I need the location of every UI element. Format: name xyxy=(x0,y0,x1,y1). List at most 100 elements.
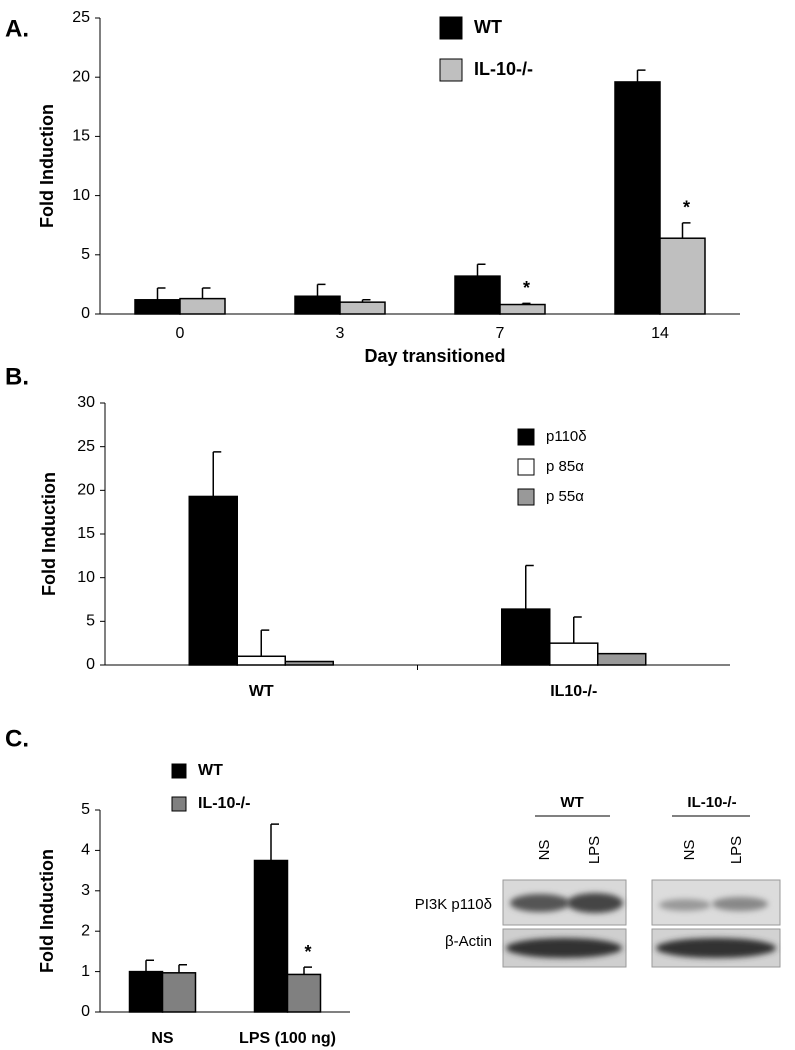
bar xyxy=(134,299,181,315)
bar xyxy=(549,642,599,666)
error-bar xyxy=(303,966,312,975)
significance-marker: * xyxy=(304,942,311,962)
band xyxy=(712,897,768,911)
y-tick-label: 4 xyxy=(81,842,90,859)
x-tick-label: 14 xyxy=(651,325,669,342)
blot-row-label: β-Actin xyxy=(445,933,492,950)
panel-label: A. xyxy=(5,15,29,42)
error-bar xyxy=(178,963,187,973)
error-bar xyxy=(476,263,486,277)
y-tick-label: 0 xyxy=(81,305,90,322)
blot-group: IL-10-/- xyxy=(687,794,736,811)
band xyxy=(510,894,570,912)
bar xyxy=(339,301,386,315)
legend-swatch xyxy=(517,428,535,446)
legend-swatch xyxy=(171,796,187,812)
y-tick-label: 20 xyxy=(72,68,90,85)
bar xyxy=(179,297,226,315)
legend-swatch xyxy=(439,16,463,40)
y-tick-label: 15 xyxy=(72,128,90,145)
y-tick-label: 30 xyxy=(77,394,95,411)
bar xyxy=(501,608,551,666)
y-tick-label: 10 xyxy=(77,569,95,586)
y-tick-label: 2 xyxy=(81,922,90,939)
panel-label: C. xyxy=(5,725,29,752)
significance-marker: * xyxy=(683,198,690,218)
x-tick-label: NS xyxy=(151,1030,174,1047)
bar xyxy=(128,970,164,1013)
bar xyxy=(188,495,238,666)
error-bar xyxy=(636,69,646,82)
error-bar xyxy=(573,616,582,644)
error-bar xyxy=(270,823,279,861)
legend-label: p 85α xyxy=(546,458,584,475)
y-tick-label: 25 xyxy=(72,9,90,26)
western-blot: WT IL-10-/- NS LPS NS LPS PI3K p110δ β-A… xyxy=(415,794,781,968)
legend-label: p 55α xyxy=(546,488,584,505)
bar xyxy=(597,652,647,666)
y-tick-label: 5 xyxy=(81,246,90,263)
legend-label: IL-10-/- xyxy=(198,795,250,812)
x-axis-title: Day transitioned xyxy=(364,346,505,366)
error-bar xyxy=(260,629,270,657)
error-bar xyxy=(316,283,326,297)
error-bar xyxy=(156,287,166,300)
legend-label: WT xyxy=(198,762,223,779)
legend-swatch xyxy=(517,488,535,506)
bar xyxy=(286,973,322,1013)
lane-label: NS xyxy=(536,840,553,861)
error-bar xyxy=(521,302,531,305)
error-bar xyxy=(212,451,222,497)
legend-label: WT xyxy=(474,17,502,37)
error-bar xyxy=(201,287,211,299)
y-tick-label: 5 xyxy=(81,801,90,818)
x-tick-label: IL10-/- xyxy=(550,683,597,700)
bar xyxy=(454,275,501,315)
bar xyxy=(236,655,286,666)
lane-label: LPS xyxy=(586,836,603,864)
bar xyxy=(253,859,289,1013)
band xyxy=(506,938,622,958)
y-tick-label: 1 xyxy=(81,963,90,980)
y-axis-title: Fold Induction xyxy=(37,849,57,973)
bar xyxy=(659,237,706,315)
legend-swatch xyxy=(439,58,463,82)
bar xyxy=(284,660,334,666)
y-tick-label: 10 xyxy=(72,187,90,204)
legend-label: IL-10-/- xyxy=(474,59,533,79)
error-bar xyxy=(361,299,371,303)
y-tick-label: 20 xyxy=(77,482,95,499)
legend-label: p110δ xyxy=(546,428,587,445)
y-tick-label: 15 xyxy=(77,525,95,542)
legend-swatch xyxy=(171,763,187,779)
y-tick-label: 3 xyxy=(81,882,90,899)
panel-label: B. xyxy=(5,363,29,390)
significance-marker: * xyxy=(523,278,530,298)
x-tick-label: 0 xyxy=(176,325,185,342)
lane-label: NS xyxy=(681,840,698,861)
error-bar xyxy=(525,564,534,610)
bar xyxy=(161,972,197,1013)
x-tick-label: WT xyxy=(249,683,274,700)
legend-swatch xyxy=(517,458,535,476)
band xyxy=(659,899,711,911)
y-axis-title: Fold Induction xyxy=(39,472,59,596)
bar xyxy=(614,81,661,315)
band xyxy=(656,938,776,958)
y-tick-label: 0 xyxy=(86,656,95,673)
x-tick-label: LPS (100 ng) xyxy=(239,1030,336,1047)
x-tick-label: 7 xyxy=(496,325,505,342)
bar xyxy=(499,303,546,315)
x-tick-label: 3 xyxy=(336,325,345,342)
y-tick-label: 0 xyxy=(81,1003,90,1020)
blot-group: WT xyxy=(560,794,583,811)
lane-label: LPS xyxy=(728,836,745,864)
error-bar xyxy=(145,959,154,972)
error-bar xyxy=(681,222,691,239)
bar xyxy=(294,295,341,315)
y-axis-title: Fold Induction xyxy=(37,104,57,228)
blot-row-label: PI3K p110δ xyxy=(415,896,492,913)
y-tick-label: 5 xyxy=(86,613,95,630)
